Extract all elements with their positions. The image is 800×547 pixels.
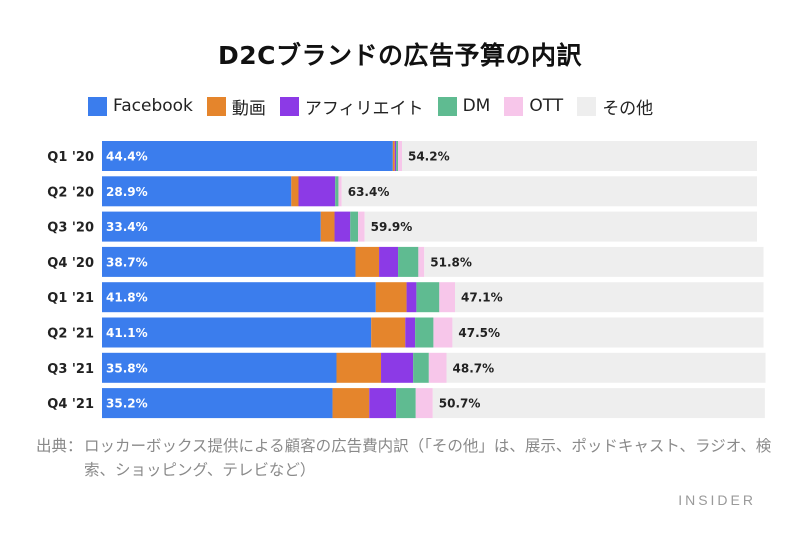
legend-item: OTT	[504, 96, 563, 116]
data-label-other: 48.7%	[453, 361, 495, 375]
data-label-facebook: 35.2%	[106, 397, 148, 411]
data-label-other: 50.7%	[439, 397, 481, 411]
category-label: Q3 '20	[47, 221, 94, 236]
bar-segment	[428, 352, 447, 383]
category-label: Q2 '21	[47, 327, 94, 342]
data-label-other: 47.1%	[461, 291, 503, 305]
legend-swatch	[504, 96, 524, 116]
data-label-facebook: 33.4%	[106, 220, 148, 234]
legend-swatch	[279, 96, 299, 116]
bar-segment	[102, 246, 356, 277]
legend-label: 動画	[231, 98, 266, 119]
bar-segment	[398, 141, 402, 171]
data-label-other: 47.5%	[458, 326, 500, 340]
bar-segment	[102, 141, 393, 171]
bar-segment	[381, 352, 414, 383]
legend: Facebook 動画 アフィリエイト DM OTT その他	[88, 92, 667, 120]
legend-swatch	[437, 96, 457, 116]
data-label-other: 63.4%	[348, 185, 390, 199]
bar-segment	[336, 352, 382, 383]
legend-swatch	[206, 96, 226, 116]
data-label-other: 59.9%	[371, 220, 413, 234]
bar-segment	[398, 246, 419, 277]
bar-segment	[358, 211, 365, 242]
bar-segment	[401, 141, 757, 171]
legend-item: DM	[437, 96, 491, 116]
bar-segment	[102, 352, 337, 383]
source-label: 出典：	[36, 437, 83, 455]
legend-label: その他	[602, 98, 654, 119]
data-label-other: 54.2%	[408, 150, 450, 164]
legend-swatch	[577, 96, 597, 116]
data-label-facebook: 35.8%	[106, 361, 148, 375]
bar-segment	[406, 282, 417, 313]
bar-segment	[338, 176, 342, 207]
bar-segment	[452, 317, 764, 348]
data-label-facebook: 38.7%	[106, 255, 148, 269]
bar-segment	[396, 388, 416, 419]
source-text: ロッカーボックス提供による顧客の広告費内訳（「その他」は、展示、ポッドキャスト、…	[84, 437, 772, 479]
bar-segment	[433, 317, 453, 348]
bar-segment	[355, 246, 380, 277]
source-note: 出典： ロッカーボックス提供による顧客の広告費内訳（「その他」は、展示、ポッドキ…	[36, 434, 776, 482]
data-label-facebook: 41.8%	[106, 291, 148, 305]
legend-label: OTT	[529, 96, 564, 116]
bar-segment	[102, 317, 372, 348]
bar-segment	[379, 246, 399, 277]
bar-segment	[334, 211, 351, 242]
legend-item: その他	[577, 94, 653, 119]
data-label-other: 51.8%	[430, 255, 472, 269]
bar-segment	[415, 317, 434, 348]
legend-item: Facebook	[88, 96, 193, 116]
bar-segment	[392, 141, 395, 171]
bar-segment	[413, 352, 429, 383]
category-label: Q4 '21	[47, 397, 94, 412]
bar-segment	[394, 141, 397, 171]
bar-segment	[102, 282, 376, 313]
publisher-logo: INSIDER	[678, 492, 756, 508]
stacked-bar-chart: Q1 '20 Q2 '20 Q3 '20 Q4 '20 Q1 '21 Q2 '21 Q3 '…	[47, 141, 766, 419]
bar-segment	[446, 352, 766, 383]
legend-item: 動画	[206, 94, 266, 119]
bar-segment	[335, 176, 339, 207]
bar-segment	[432, 388, 765, 419]
bar-segment	[418, 246, 425, 277]
bar-segment	[396, 141, 399, 171]
bar-segment	[291, 176, 299, 207]
bar-segment	[364, 211, 757, 242]
bar-segment	[298, 176, 336, 207]
legend-label: Facebook	[113, 96, 193, 116]
bar-segment	[405, 317, 416, 348]
bar-segment	[416, 282, 440, 313]
bar-segment	[439, 282, 456, 313]
chart-title: D2Cブランドの広告予算の内訳	[218, 41, 582, 70]
data-label-facebook: 44.4%	[106, 150, 148, 164]
bar-segment	[332, 388, 370, 419]
bar-segment	[341, 176, 757, 207]
bar-segment	[320, 211, 335, 242]
bar-segment	[102, 211, 321, 242]
category-label: Q1 '20	[47, 150, 94, 165]
bar-segment	[415, 388, 433, 419]
bar-segment	[375, 282, 407, 313]
bar-segment	[371, 317, 406, 348]
legend-item: アフィリエイト	[279, 94, 424, 119]
category-label: Q1 '21	[47, 291, 94, 306]
legend-label: DM	[462, 96, 491, 116]
category-label: Q2 '20	[47, 185, 94, 200]
bar-segment	[350, 211, 359, 242]
category-label: Q4 '20	[47, 256, 94, 271]
data-label-facebook: 28.9%	[106, 185, 148, 199]
data-label-facebook: 41.1%	[106, 326, 148, 340]
legend-swatch	[88, 96, 107, 116]
legend-label: アフィリエイト	[304, 98, 424, 119]
category-label: Q3 '21	[47, 362, 94, 377]
bar-segment	[369, 388, 397, 419]
bar-segment	[424, 246, 764, 277]
bar-segment	[102, 388, 333, 419]
bar-segment	[102, 176, 292, 207]
bar-segment	[455, 282, 764, 313]
